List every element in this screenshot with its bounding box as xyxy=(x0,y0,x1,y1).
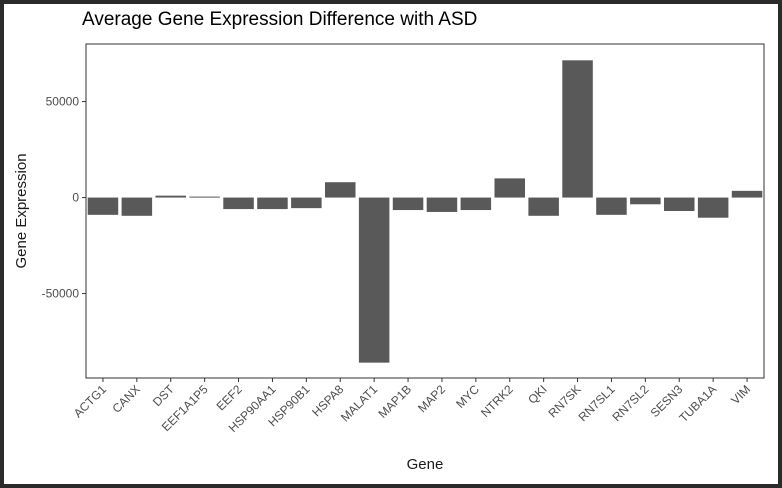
x-tick-label: MALAT1 xyxy=(338,382,381,425)
bar-myc xyxy=(460,197,492,211)
bar-actg1 xyxy=(87,197,119,215)
x-tick-label: RN7SL2 xyxy=(609,382,651,424)
plot-panel-border xyxy=(85,43,765,379)
bar-map1b xyxy=(392,197,424,211)
x-tick-label: EEF2 xyxy=(214,382,245,413)
bar-malat1 xyxy=(358,197,390,363)
bar-rn7sk xyxy=(562,60,593,198)
bar-ntrk2 xyxy=(494,178,526,198)
bar-map2 xyxy=(426,197,458,212)
y-ticks-group: -50000 0 50000 xyxy=(42,95,86,301)
bar-canx xyxy=(121,197,153,216)
y-tick-label: 0 xyxy=(72,191,79,205)
bar-hsp90aa1 xyxy=(257,197,288,210)
bars-group xyxy=(87,60,763,363)
bar-sesn3 xyxy=(663,197,695,211)
bar-vim xyxy=(731,190,763,198)
bar-hspa8 xyxy=(324,182,356,198)
bar-eef1a1p5 xyxy=(189,196,220,198)
x-axis-title: Gene xyxy=(407,456,444,473)
x-tick-label: MAP2 xyxy=(415,382,448,415)
x-tick-label: RN7SL1 xyxy=(576,382,618,424)
x-tick-label: CANX xyxy=(109,382,142,415)
bar-rn7sl2 xyxy=(630,197,661,205)
chart-frame xyxy=(4,4,778,484)
bar-tuba1a xyxy=(697,197,729,218)
x-tick-label: VIM xyxy=(728,382,753,407)
bar-hsp90b1 xyxy=(291,197,322,209)
x-tick-label: MAP1B xyxy=(376,382,415,421)
x-tick-label: DST xyxy=(150,382,177,409)
x-tick-label: NTRK2 xyxy=(478,382,516,420)
y-tick-label: -50000 xyxy=(42,287,80,301)
x-tick-label: TUBA1A xyxy=(676,382,719,425)
bar-rn7sl1 xyxy=(596,197,627,215)
y-tick-label: 50000 xyxy=(46,95,80,109)
x-tick-label: MYC xyxy=(453,382,482,411)
bar-qki xyxy=(528,197,559,216)
y-axis-title: Gene Expression xyxy=(13,153,30,268)
bar-dst xyxy=(155,195,187,198)
bar-eef2 xyxy=(223,197,254,210)
x-tick-label: ACTG1 xyxy=(71,382,109,420)
chart-title: Average Gene Expression Difference with … xyxy=(82,9,478,30)
x-tick-label: QKI xyxy=(525,382,550,407)
